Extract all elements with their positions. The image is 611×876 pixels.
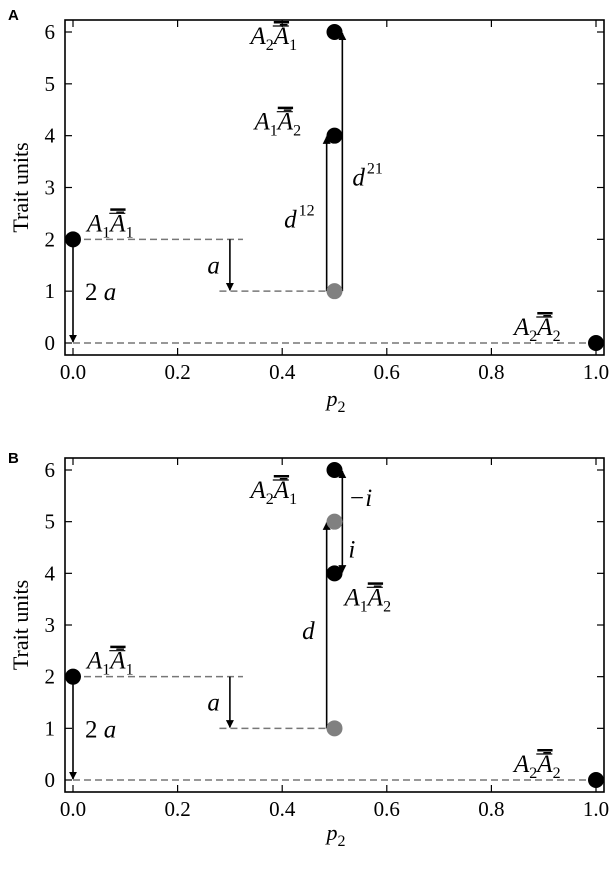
y-axis-label: Trait units: [8, 142, 33, 232]
genotype-point: [65, 231, 81, 248]
genotype-label: A1Ā2: [343, 584, 392, 615]
genotype-point: [326, 462, 343, 478]
x-tick-label: 0.4: [269, 797, 296, 821]
panel-letter: B: [8, 450, 19, 467]
midpoint-point: [326, 513, 343, 530]
genotype-label: A2Ā1: [249, 23, 298, 54]
midpoint-point: [326, 720, 343, 737]
genotype-point: [326, 24, 343, 40]
y-tick-label: 1: [45, 716, 56, 740]
x-tick-label: 0.8: [478, 360, 504, 384]
genotype-label: A1Ā1: [85, 210, 134, 241]
x-tick-label: 0.6: [374, 797, 400, 821]
genotype-label: A1Ā1: [85, 648, 134, 679]
y-axis-label: Trait units: [8, 580, 33, 670]
x-tick-label: 0.0: [60, 797, 86, 821]
y-tick-label: 2: [45, 665, 56, 689]
x-tick-label: 0.6: [374, 360, 400, 384]
annotation-label: d 12: [284, 202, 315, 233]
genotype-point: [326, 565, 343, 582]
y-tick-label: 5: [45, 72, 56, 96]
plot-frame: [64, 19, 605, 356]
genotype-label: A1Ā2: [253, 109, 302, 140]
x-axis-label: p2: [325, 386, 346, 416]
x-tick-label: 0.2: [164, 797, 190, 821]
annotation-label: d 21: [352, 161, 383, 192]
x-tick-label: 0.0: [60, 360, 86, 384]
x-tick-label: 1.0: [583, 797, 609, 821]
y-tick-label: 4: [45, 561, 56, 585]
genotype-point: [588, 772, 604, 788]
midpoint-point: [326, 283, 343, 300]
annotation-label: i: [348, 537, 355, 564]
y-tick-label: 6: [45, 458, 56, 482]
genotype-point: [588, 335, 604, 351]
x-tick-label: 0.8: [478, 797, 504, 821]
panel-B: B 0.0 0.2 0.4 0.6 0.8 1.0 0 1 2 3 4 5 6 p2 Trait units 2…: [8, 450, 609, 850]
y-tick-label: 5: [45, 510, 56, 534]
y-tick-label: 1: [45, 279, 56, 303]
y-tick-label: 0: [45, 331, 56, 355]
x-tick-label: 0.2: [164, 360, 190, 384]
genotype-label: A2Ā2: [512, 751, 561, 782]
x-tick-label: 0.4: [269, 360, 296, 384]
y-tick-label: 2: [45, 227, 56, 251]
annotation-label: d: [302, 618, 315, 645]
genotype-label: A2Ā2: [512, 314, 561, 345]
y-tick-label: 3: [45, 176, 56, 200]
genotype-point: [65, 668, 81, 685]
x-tick-label: 1.0: [583, 360, 609, 384]
annotation-label: a: [207, 690, 220, 717]
annotation-label: a: [207, 252, 220, 279]
panels: A 0.0 0.2 0.4 0.6 0.8 1.0 0 1 2 3 4 5 6 p2 Trait units 2…: [8, 7, 609, 850]
y-tick-label: 4: [45, 124, 56, 148]
annotation-label: 2 a: [85, 716, 116, 743]
y-tick-label: 3: [45, 613, 56, 637]
annotation-label: −i: [348, 485, 372, 512]
y-tick-label: 0: [45, 768, 56, 792]
panel-letter: A: [8, 7, 19, 24]
genotype-label: A2Ā1: [249, 477, 298, 508]
plot-frame: [64, 457, 605, 793]
panel-A: A 0.0 0.2 0.4 0.6 0.8 1.0 0 1 2 3 4 5 6 p2 Trait units 2…: [8, 7, 609, 416]
y-tick-label: 6: [45, 20, 56, 44]
genotype-point: [326, 127, 343, 144]
x-axis-label: p2: [325, 820, 346, 850]
annotation-label: 2 a: [85, 279, 116, 306]
